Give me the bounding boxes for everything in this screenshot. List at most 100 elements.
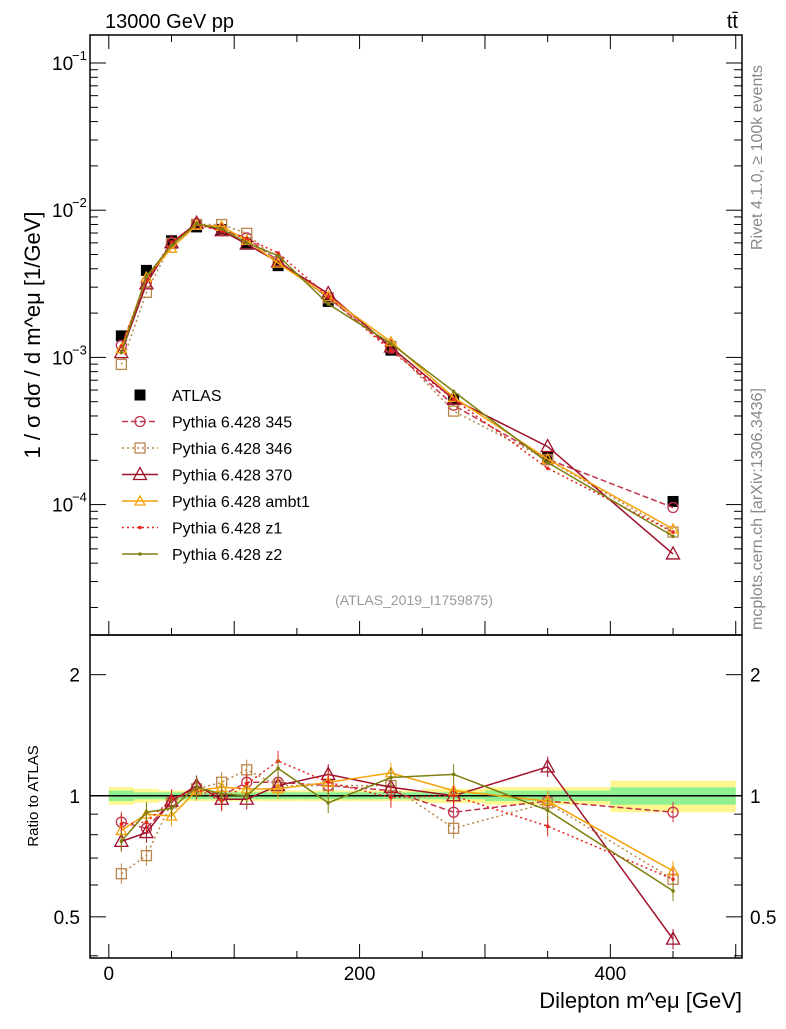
atlas-data-point — [140, 264, 152, 276]
atlas-data-point — [115, 330, 127, 342]
ratio-y-tick-label-right: 0.5 — [750, 908, 776, 929]
ratio-point — [219, 792, 224, 796]
series-point — [320, 285, 336, 300]
ratio-y-tick-label: 0.5 — [54, 908, 80, 929]
ratio-point — [447, 822, 460, 834]
series-point — [667, 501, 679, 514]
ratio-point — [271, 782, 285, 794]
ratio-point — [451, 793, 456, 798]
x-tick-label: 400 — [594, 964, 626, 985]
ratio-point — [540, 758, 556, 773]
ratio-point — [326, 780, 331, 785]
ratio-line-5 — [120, 767, 674, 892]
main-frame — [89, 34, 743, 636]
legend-label: Pythia 6.428 346 — [172, 441, 292, 458]
y-axis-label: 1 / σ dσ / d m^eμ [1/GeV] — [20, 211, 45, 458]
series-point — [194, 221, 199, 226]
legend-label: Pythia 6.428 370 — [172, 468, 292, 485]
series-point — [144, 274, 149, 279]
ratio-point — [545, 824, 550, 829]
series-point — [447, 405, 460, 417]
analysis-label: (ATLAS_2019_I1759875) — [335, 592, 493, 608]
legend-marker — [134, 415, 146, 428]
legend-marker — [134, 389, 146, 401]
atlas-data-point — [322, 295, 334, 307]
ratio-y-tick-label-right: 2 — [750, 666, 761, 687]
ratio-point — [667, 806, 679, 818]
ratio-point — [244, 793, 249, 798]
y-tick-label: 10 — [52, 496, 73, 517]
y-tick-exponent: −2 — [72, 195, 87, 210]
y-tick-label: 10 — [52, 348, 73, 369]
series-line-4 — [120, 223, 674, 533]
series-point — [326, 294, 331, 299]
series-point — [119, 344, 124, 349]
header-left: 13000 GeV pp — [105, 11, 234, 33]
ratio-point — [119, 822, 124, 826]
legend-marker — [134, 442, 146, 454]
series-point — [389, 341, 393, 346]
series-point — [540, 438, 556, 453]
legend-marker — [138, 525, 142, 530]
series-point — [665, 545, 681, 560]
y-tick-exponent: −4 — [72, 490, 87, 505]
ratio-point — [671, 889, 675, 893]
ratio-point — [138, 824, 155, 839]
ratio-line-1 — [120, 768, 674, 880]
atlas-data-point — [667, 495, 679, 507]
ratio-point — [451, 772, 456, 777]
y-tick-exponent: −3 — [72, 342, 87, 357]
x-axis-label: Dilepton m^eμ [GeV] — [539, 988, 742, 1013]
series-point — [276, 253, 280, 258]
series-point — [169, 243, 174, 248]
ratio-point — [165, 809, 178, 821]
legend-marker — [133, 494, 147, 506]
mcplots-label: mcplots.cern.ch [arXiv:1306.3436] — [749, 388, 766, 630]
series-point — [271, 256, 285, 268]
series-point — [244, 236, 249, 241]
ratio-point — [389, 775, 393, 780]
legend-label: Pythia 6.428 ambt1 — [172, 494, 310, 511]
ratio-point — [115, 868, 127, 880]
series-point — [113, 344, 129, 359]
series-line-3 — [120, 224, 674, 530]
ratio-point — [244, 782, 249, 786]
ratio-point — [194, 785, 199, 790]
header-right: tt̄ — [727, 11, 739, 33]
series-line-0 — [120, 222, 674, 509]
series-point — [451, 397, 456, 401]
series-point — [671, 534, 675, 539]
ratio-point — [144, 810, 149, 815]
series-point — [389, 348, 393, 353]
legend-label: Pythia 6.428 z2 — [172, 547, 282, 564]
series-point — [322, 290, 335, 302]
ratio-frame — [89, 634, 743, 959]
legend-marker — [132, 466, 148, 481]
x-tick-label: 0 — [104, 964, 115, 985]
ratio-y-axis-label: Ratio to ATLAS — [25, 745, 42, 846]
series-point — [671, 530, 675, 534]
series-point — [276, 251, 280, 255]
series-point — [138, 275, 155, 290]
atlas-data-point — [542, 451, 554, 463]
y-tick-exponent: −1 — [72, 48, 87, 63]
ratio-line-3 — [120, 772, 674, 872]
ratio-point — [276, 766, 280, 771]
legend-marker — [138, 552, 142, 556]
y-tick-label: 10 — [52, 54, 73, 75]
series-point — [115, 358, 127, 371]
ratio-point — [447, 806, 460, 818]
legend-label: Pythia 6.428 345 — [172, 415, 292, 432]
series-point — [119, 350, 124, 355]
ratio-y-tick-label: 2 — [69, 666, 80, 687]
ratio-line-4 — [121, 760, 674, 880]
series-point — [219, 227, 224, 231]
series-point — [545, 466, 550, 471]
series-point — [188, 214, 205, 229]
series-point — [169, 240, 174, 244]
series-point — [451, 389, 456, 394]
ratio-point — [665, 930, 681, 945]
ratio-point — [169, 806, 174, 811]
ratio-point — [326, 801, 331, 805]
ratio-point — [389, 795, 393, 800]
